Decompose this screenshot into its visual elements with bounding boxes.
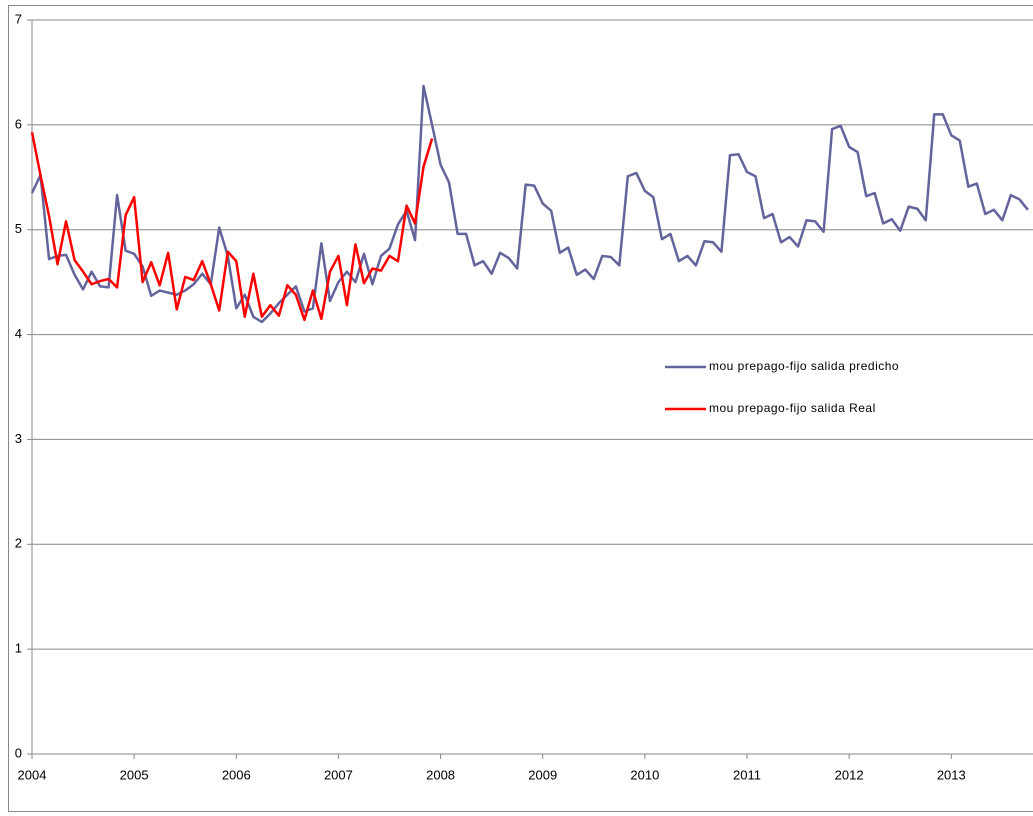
x-tick-label: 2010 [630,767,659,782]
legend-label: mou prepago-fijo salida predicho [709,359,899,373]
x-tick-label: 2004 [18,767,47,782]
y-tick-label: 7 [15,11,22,26]
x-tick-label: 2013 [937,767,966,782]
y-tick-label: 0 [15,745,22,760]
y-tick-label: 4 [15,326,22,341]
y-tick-label: 5 [15,221,22,236]
x-tick-label: 2012 [835,767,864,782]
y-tick-label: 6 [15,116,22,131]
x-tick-label: 2008 [426,767,455,782]
x-tick-label: 2005 [120,767,149,782]
x-tick-label: 2006 [222,767,251,782]
series-line [30,131,434,322]
y-tick-label: 2 [15,536,22,551]
x-tick-label: 2007 [324,767,353,782]
legend-label: mou prepago-fijo salida Real [709,401,876,415]
x-tick-label: 2009 [528,767,557,782]
x-tick-label: 2011 [733,767,761,782]
y-tick-label: 3 [15,431,22,446]
series-line [30,84,1029,324]
y-tick-label: 1 [15,641,22,656]
chart-frame [8,5,1033,812]
